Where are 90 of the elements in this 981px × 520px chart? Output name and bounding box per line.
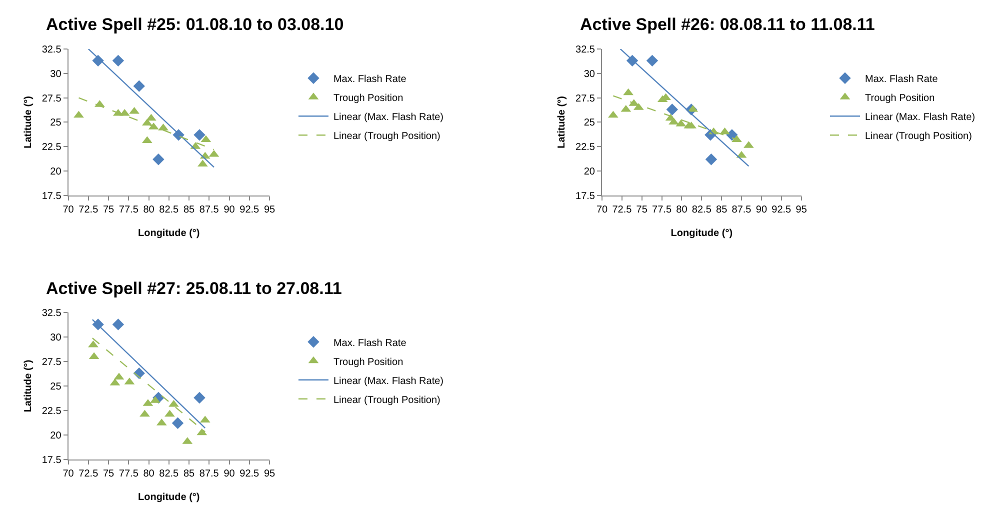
y-tick-label: 22.5 xyxy=(42,406,62,417)
legend-label: Linear (Trough Position) xyxy=(333,394,440,406)
x-tick-label: 92.5 xyxy=(772,204,792,216)
x-tick-label: 90 xyxy=(756,204,768,216)
x-tick-label: 72.5 xyxy=(78,468,99,480)
chart-title: Active Spell #25: 01.08.10 to 03.08.10 xyxy=(46,15,344,34)
x-tick-label: 80 xyxy=(143,468,155,480)
x-tick-label: 77.5 xyxy=(118,204,139,216)
chart-title: Active Spell #26: 08.08.11 to 11.08.11 xyxy=(580,15,875,34)
point xyxy=(172,417,184,429)
point xyxy=(112,318,124,330)
y-tick-label: 25 xyxy=(50,118,62,129)
point xyxy=(194,129,206,141)
legend-label: Linear (Max. Flash Rate) xyxy=(865,112,976,124)
y-tick-label: 30 xyxy=(50,68,62,80)
y-tick-label: 27.5 xyxy=(42,93,62,104)
x-tick-label: 77.5 xyxy=(652,204,672,216)
x-tick-label: 70 xyxy=(596,204,608,216)
point xyxy=(133,80,145,92)
point xyxy=(88,340,98,348)
legend-label: Linear (Max. Flash Rate) xyxy=(333,376,444,387)
x-tick-label: 75 xyxy=(102,204,115,216)
x-tick-label: 87.5 xyxy=(199,204,220,216)
x-tick-label: 82.5 xyxy=(159,204,180,216)
x-tick-label: 85 xyxy=(716,204,728,216)
legend-label: Linear (Max. Flash Rate) xyxy=(333,112,444,124)
y-tick-label: 20 xyxy=(50,430,62,442)
y-axis-title: Latitude (°) xyxy=(22,96,34,148)
y-axis-title: Latitude (°) xyxy=(556,96,568,148)
point xyxy=(152,154,164,166)
x-tick-label: 75 xyxy=(102,468,115,480)
x-tick-label: 77.5 xyxy=(118,468,139,480)
y-axis-title: Latitude (°) xyxy=(22,360,34,412)
legend-label: Trough Position xyxy=(333,356,404,368)
legend-label: Max. Flash Rate xyxy=(865,74,938,86)
point xyxy=(164,410,175,417)
y-tick-label: 17.5 xyxy=(42,454,62,466)
x-axis-title: Longitude (°) xyxy=(138,228,200,239)
y-tick-label: 22.5 xyxy=(576,142,596,154)
x-axis-title: Longitude (°) xyxy=(138,492,200,503)
x-tick-label: 95 xyxy=(796,204,808,216)
legend-label: Linear (Trough Position) xyxy=(333,131,440,142)
y-tick-label: 20 xyxy=(50,166,62,178)
legend-label: Max. Flash Rate xyxy=(333,74,407,86)
y-tick-label: 22.5 xyxy=(42,142,62,154)
x-tick-label: 70 xyxy=(62,204,74,216)
legend-label: Trough Position xyxy=(865,93,935,104)
x-axis-title: Longitude (°) xyxy=(670,228,733,239)
y-tick-label: 30 xyxy=(584,68,596,80)
x-tick-label: 90 xyxy=(224,204,236,216)
y-tick-label: 20 xyxy=(584,166,596,178)
point xyxy=(112,54,124,67)
x-tick-label: 75 xyxy=(636,204,648,216)
x-tick-label: 82.5 xyxy=(159,468,180,480)
legend-label: Max. Flash Rate xyxy=(333,338,407,349)
point xyxy=(194,392,206,404)
x-tick-label: 80 xyxy=(676,204,688,216)
legend-label: Linear (Trough Position) xyxy=(865,131,972,142)
y-tick-label: 27.5 xyxy=(576,93,596,104)
x-tick-label: 95 xyxy=(264,204,276,216)
y-tick-label: 17.5 xyxy=(42,191,62,202)
x-tick-label: 70 xyxy=(62,468,74,480)
point xyxy=(140,410,150,417)
y-tick-label: 27.5 xyxy=(42,357,62,368)
x-tick-label: 87.5 xyxy=(732,204,752,216)
y-tick-label: 32.5 xyxy=(576,44,596,56)
x-tick-label: 92.5 xyxy=(240,468,260,480)
x-tick-label: 85 xyxy=(183,468,196,480)
point xyxy=(74,110,84,118)
y-tick-label: 30 xyxy=(50,332,62,344)
x-tick-label: 90 xyxy=(224,468,236,480)
point xyxy=(666,104,678,116)
y-tick-label: 25 xyxy=(50,382,62,392)
x-tick-label: 82.5 xyxy=(692,204,712,216)
y-tick-label: 32.5 xyxy=(42,44,62,56)
chart-title: Active Spell #27: 25.08.11 to 27.08.11 xyxy=(46,279,342,298)
x-tick-label: 72.5 xyxy=(612,204,632,216)
x-tick-label: 95 xyxy=(264,468,276,480)
x-tick-label: 80 xyxy=(143,204,155,216)
point xyxy=(646,54,658,67)
y-tick-label: 32.5 xyxy=(42,308,62,320)
x-tick-label: 85 xyxy=(183,204,196,216)
x-tick-label: 92.5 xyxy=(240,204,260,216)
y-tick-label: 17.5 xyxy=(576,191,596,202)
point xyxy=(129,106,140,114)
y-tick-label: 25 xyxy=(584,118,596,129)
x-tick-label: 87.5 xyxy=(199,468,220,480)
legend-label: Trough Position xyxy=(333,93,404,104)
point xyxy=(705,154,718,166)
x-tick-label: 72.5 xyxy=(78,204,99,216)
